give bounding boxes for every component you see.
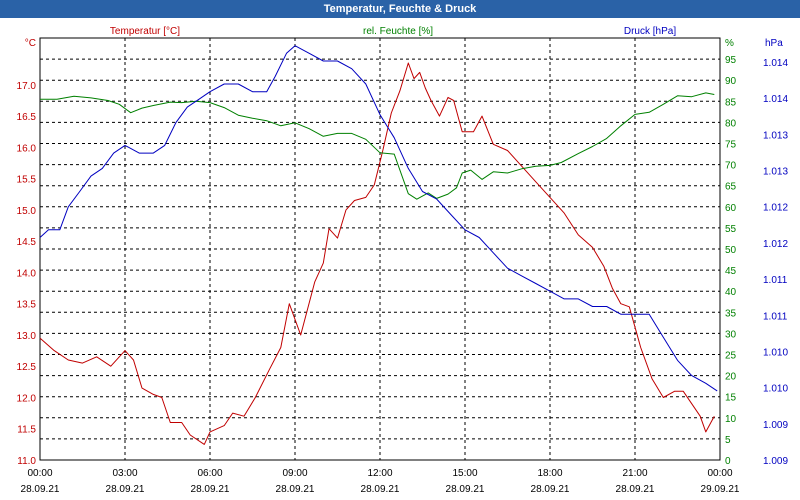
pressure-tick: 1.009 [763, 456, 788, 467]
humidity-tick: 55 [725, 224, 737, 235]
temperature-tick: 16.5 [17, 112, 37, 123]
x-tick-time: 00:00 [27, 468, 52, 479]
x-tick-time: 21:00 [622, 468, 647, 479]
humidity-tick: 65 [725, 182, 737, 193]
x-tick-date: 28.09.21 [616, 484, 655, 495]
pressure-tick: 1.009 [763, 420, 788, 431]
temperature-tick: 17.0 [17, 81, 37, 92]
pressure-tick: 1.014 [763, 94, 788, 105]
humidity-tick: 85 [725, 97, 737, 108]
x-tick-time: 18:00 [537, 468, 562, 479]
grid-lines [40, 38, 720, 460]
humidity-tick: 70 [725, 161, 737, 172]
humidity-tick: 5 [725, 435, 731, 446]
pressure-tick: 1.010 [763, 384, 788, 395]
temperature-tick: 13.5 [17, 300, 37, 311]
temperature-unit: °C [25, 38, 36, 49]
humidity-tick: 60 [725, 203, 737, 214]
temperature-tick: 16.0 [17, 143, 37, 154]
x-tick-time: 09:00 [282, 468, 307, 479]
humidity-tick: 95 [725, 55, 737, 66]
temperature-tick: 12.5 [17, 362, 37, 373]
temperature-tick: 11.0 [17, 456, 36, 467]
temperature-tick: 14.5 [17, 237, 37, 248]
data-series [39, 45, 718, 445]
temperature-tick: 12.0 [17, 393, 37, 404]
humidity-tick: 75 [725, 140, 737, 151]
temperature-tick: 15.5 [17, 175, 37, 186]
humidity-tick: 25 [725, 351, 737, 362]
pressure-tick: 1.011 [763, 311, 788, 322]
series-line-temperature [39, 62, 715, 445]
humidity-tick: 10 [725, 414, 737, 425]
humidity-tick: 20 [725, 372, 737, 383]
humidity-tick: 40 [725, 287, 737, 298]
humidity-tick: 80 [725, 118, 737, 129]
temperature-tick: 11.5 [17, 425, 36, 436]
pressure-tick: 1.011 [763, 275, 788, 286]
pressure-tick: 1.013 [763, 130, 788, 141]
x-tick-time: 00:00 [707, 468, 732, 479]
humidity-tick: 30 [725, 329, 737, 340]
x-tick-time: 06:00 [197, 468, 222, 479]
chart-title: Temperatur, Feuchte & Druck [0, 0, 800, 18]
x-tick-date: 28.09.21 [276, 484, 315, 495]
temperature-tick: 14.0 [17, 268, 37, 279]
x-tick-date: 29.09.21 [701, 484, 740, 495]
temperature-tick: 13.0 [17, 331, 37, 342]
x-tick-time: 12:00 [367, 468, 392, 479]
humidity-axis-label: rel. Feuchte [%] [363, 26, 433, 37]
series-line-pressure [39, 45, 718, 392]
x-tick-time: 15:00 [452, 468, 477, 479]
x-tick-date: 28.09.21 [191, 484, 230, 495]
humidity-unit: % [725, 38, 734, 49]
pressure-tick: 1.012 [763, 239, 788, 250]
pressure-unit: hPa [765, 38, 783, 49]
x-tick-date: 28.09.21 [21, 484, 60, 495]
pressure-tick: 1.010 [763, 347, 788, 358]
humidity-tick: 35 [725, 308, 737, 319]
x-tick-date: 28.09.21 [361, 484, 400, 495]
temperature-axis-label: Temperatur [°C] [110, 26, 180, 37]
series-line-humidity [40, 92, 715, 200]
pressure-axis-label: Druck [hPa] [624, 26, 676, 37]
humidity-tick: 15 [725, 393, 737, 404]
x-tick-date: 28.09.21 [446, 484, 485, 495]
humidity-tick: 90 [725, 76, 737, 87]
temperature-tick: 15.0 [17, 206, 37, 217]
humidity-tick: 50 [725, 245, 737, 256]
humidity-tick: 0 [725, 456, 731, 467]
x-tick-date: 28.09.21 [531, 484, 570, 495]
pressure-tick: 1.012 [763, 203, 788, 214]
humidity-tick: 45 [725, 266, 737, 277]
pressure-tick: 1.013 [763, 167, 788, 178]
pressure-tick: 1.014 [763, 58, 788, 69]
x-tick-date: 28.09.21 [106, 484, 145, 495]
x-tick-time: 03:00 [112, 468, 137, 479]
axis-labels: 00:00 28.09.21 03:00 28.09.21 06:00 28.09.21 0… [17, 26, 789, 495]
